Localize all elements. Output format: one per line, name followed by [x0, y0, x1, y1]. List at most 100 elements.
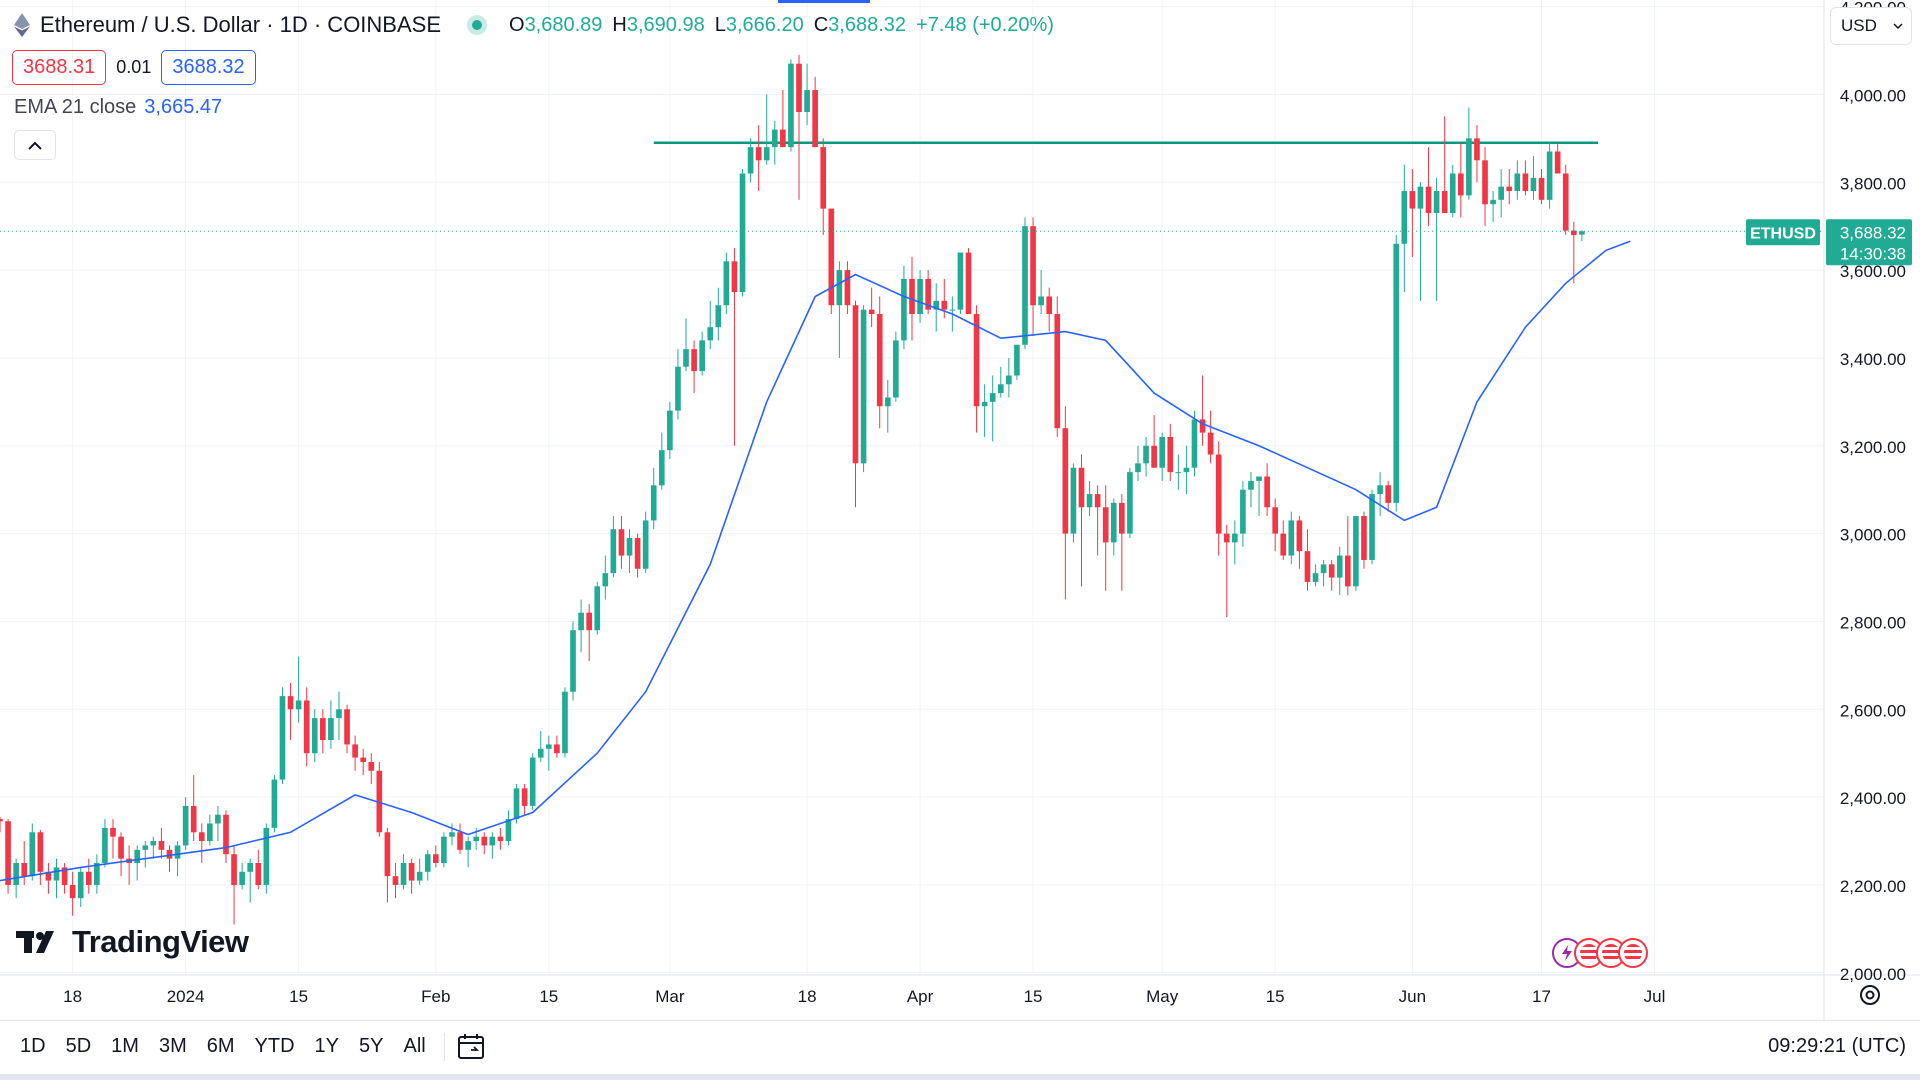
candle [852, 300, 859, 508]
candle [1377, 472, 1383, 517]
candle [1215, 441, 1222, 556]
price-tick-label: 3,400.00 [1840, 350, 1906, 369]
currency-select[interactable]: USD [1830, 7, 1912, 45]
candle-body [1030, 226, 1036, 306]
candle [110, 819, 116, 859]
candle [61, 863, 68, 894]
candle [1312, 564, 1319, 587]
footer-strip [0, 1074, 1920, 1080]
us-event-icon[interactable] [1618, 938, 1648, 968]
tradingview-logo[interactable]: TradingView [16, 924, 249, 960]
time-tick-label: 15 [1024, 987, 1043, 1006]
candle-body [1119, 502, 1125, 534]
range-6m-button[interactable]: 6M [206, 1035, 235, 1057]
candle [1546, 142, 1553, 209]
candle [1086, 480, 1093, 517]
buy-price-button[interactable]: 3688.32 [161, 50, 256, 85]
candle [328, 700, 334, 749]
candle-body [424, 854, 431, 872]
sell-price-button[interactable]: 3688.31 [12, 50, 107, 85]
candle [1199, 375, 1206, 446]
candle [780, 90, 786, 148]
range-5d-button[interactable]: 5D [65, 1035, 92, 1057]
candle [1530, 155, 1537, 200]
candle-body [400, 863, 407, 885]
candle [683, 318, 689, 372]
candle-body [1474, 138, 1480, 161]
candle [675, 349, 681, 420]
candle [37, 830, 44, 885]
candle-body [102, 827, 108, 864]
collapse-legend-button[interactable] [14, 130, 56, 160]
candle-body [1369, 494, 1375, 560]
candle-body [1401, 191, 1408, 244]
time-tick-label: Feb [421, 987, 450, 1006]
candle-body [45, 871, 52, 881]
range-1m-button[interactable]: 1M [111, 1035, 139, 1057]
candle [723, 252, 730, 315]
candle [368, 753, 375, 784]
candle [586, 603, 592, 661]
candle [820, 138, 827, 235]
candle-body [1466, 138, 1472, 196]
candle-body [1240, 489, 1246, 534]
candle [481, 832, 488, 855]
candle-body [1385, 485, 1392, 503]
candle [1296, 516, 1303, 569]
candle [150, 836, 157, 859]
candle [1498, 169, 1504, 218]
candle [449, 823, 455, 846]
symbol-title[interactable]: Ethereum / U.S. Dollar · 1D · COINBASE [40, 12, 441, 37]
time-tick-label: Mar [655, 987, 685, 1006]
candle-body [1538, 177, 1545, 200]
utc-clock[interactable]: 09:29:21 (UTC) [1768, 1035, 1906, 1057]
range-all-button[interactable]: All [403, 1035, 426, 1057]
chart-grid [0, 0, 1920, 1020]
range-5y-button[interactable]: 5Y [359, 1035, 384, 1057]
candle-body [1022, 226, 1028, 345]
candle-body [1570, 230, 1577, 235]
price-tick-label: 2,000.00 [1840, 965, 1906, 984]
candle [715, 287, 722, 341]
candle [239, 863, 245, 890]
range-3m-button[interactable]: 3M [158, 1035, 187, 1057]
candle [166, 845, 173, 872]
candle-body [981, 401, 988, 407]
last-price-label: 3,688.32 [1840, 223, 1906, 242]
candle-body [352, 744, 358, 758]
candle [320, 709, 326, 754]
candle-body [392, 876, 399, 885]
candle-body [1175, 472, 1182, 474]
candle [1159, 432, 1166, 481]
candle [190, 775, 197, 842]
chart-settings-icon[interactable] [1860, 985, 1880, 1005]
candle [441, 832, 447, 868]
time-tick-label: 15 [539, 987, 558, 1006]
candle-body [1046, 296, 1053, 315]
candle [1514, 160, 1521, 200]
tradingview-wordmark: TradingView [72, 924, 249, 959]
range-1y-button[interactable]: 1Y [314, 1035, 340, 1057]
indicator-legend[interactable]: EMA 21 close 3,665.47 [14, 96, 222, 119]
candle [796, 54, 802, 200]
candle [699, 331, 705, 376]
range-ytd-button[interactable]: YTD [254, 1035, 295, 1057]
candle [1272, 498, 1279, 552]
time-tick-label: 17 [1532, 987, 1551, 1006]
bar-countdown-label: 14:30:38 [1840, 244, 1906, 263]
candle-body [5, 821, 11, 885]
candle-body [521, 788, 528, 806]
price-tick-label: 2,600.00 [1840, 701, 1906, 720]
go-to-date-icon[interactable] [455, 1030, 489, 1064]
candle [828, 208, 835, 315]
market-status-icon[interactable] [467, 15, 487, 35]
price-chart[interactable]: 2,000.00 2,200.00 2,400.00 2,600.00 2,800.00… [0, 0, 1920, 1020]
price-tick-label: 3,000.00 [1840, 526, 1906, 545]
range-1d-button[interactable]: 1D [20, 1035, 46, 1057]
candle [392, 863, 399, 899]
candle [1030, 217, 1036, 336]
price-tick-label: 2,200.00 [1840, 877, 1906, 896]
candle-body [844, 270, 851, 306]
candle [537, 731, 544, 762]
candle [521, 783, 528, 815]
